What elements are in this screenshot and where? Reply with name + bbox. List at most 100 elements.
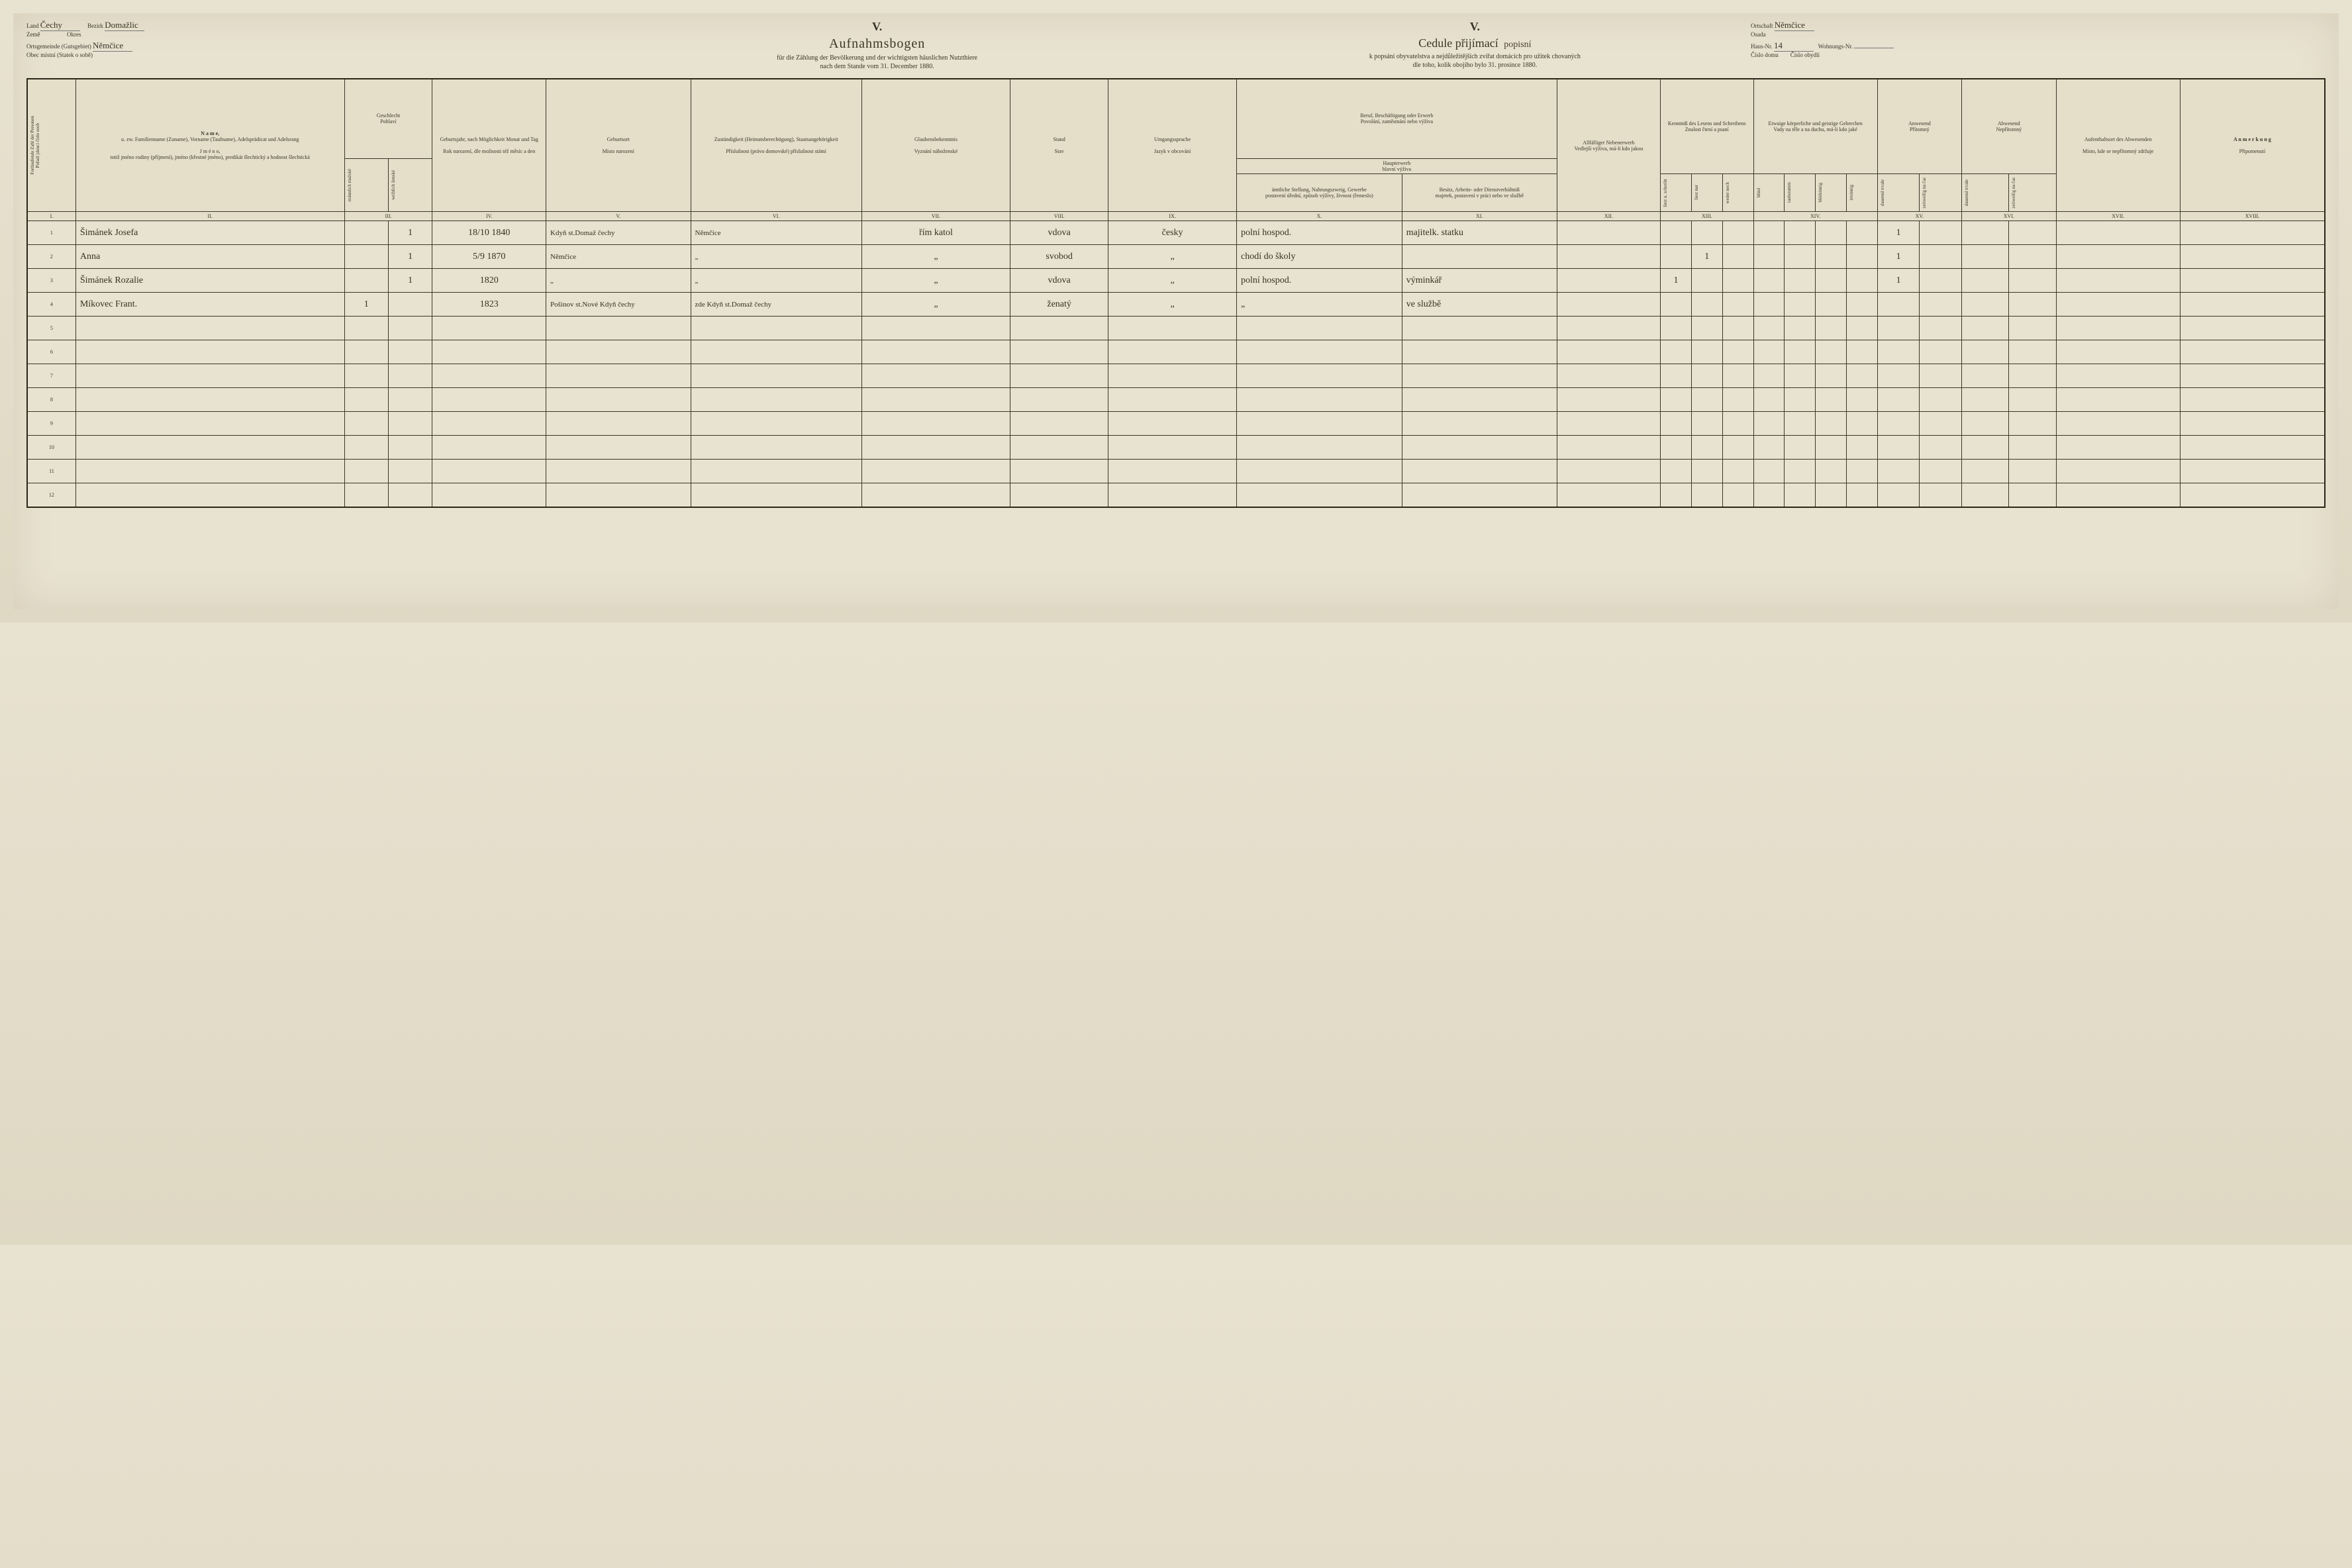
cell-m xyxy=(344,269,388,293)
cell-xii xyxy=(1557,364,1660,388)
date-cz: dle toho, kolik obojího bylo 31. prosinc… xyxy=(1199,62,1751,69)
r14d: irrsinnig xyxy=(1849,183,1854,203)
date-de: nach dem Stande vom 31. December 1880. xyxy=(601,63,1153,70)
cell-f xyxy=(388,436,432,460)
r16a: dauernd trvale xyxy=(1964,177,1969,208)
cell-f: 1 xyxy=(388,245,432,269)
cell-xviii xyxy=(2180,293,2325,317)
r13a: liest u. schreibt xyxy=(1663,177,1668,209)
cell-name xyxy=(75,460,344,483)
cell-l2 xyxy=(1785,412,1816,436)
subtitle-de: für die Zählung der Bevölkerung und der … xyxy=(601,54,1153,62)
cell-l2 xyxy=(1785,483,1816,507)
cell-birth xyxy=(432,364,546,388)
cell-l2 xyxy=(1785,388,1816,412)
table-body: 1 Šimánek Josefa 1 18/10 1840 Kdyň st.Do… xyxy=(27,221,2325,507)
cell-xii xyxy=(1557,436,1660,460)
roman-row: I. II. III. IV. V. VI. VII. VIII. IX. X.… xyxy=(27,212,2325,221)
cell-p2 xyxy=(1920,412,1962,436)
cell-r3 xyxy=(1722,460,1753,483)
cell-x xyxy=(1237,412,1402,436)
cell-birth xyxy=(432,388,546,412)
cell-r1 xyxy=(1661,340,1692,364)
cell-birth: 5/9 1870 xyxy=(432,245,546,269)
cell-lang xyxy=(1108,412,1237,436)
col13-header: Kenntniß des Lesens und SchreibensZnalos… xyxy=(1661,79,1753,173)
rI: I. xyxy=(27,212,75,221)
cell-place xyxy=(546,388,691,412)
cell-rel xyxy=(861,483,1010,507)
cell-stand xyxy=(1010,412,1108,436)
cell-xi: majitelk. statku xyxy=(1402,221,1557,245)
cell-r3 xyxy=(1722,293,1753,317)
cell-x xyxy=(1237,483,1402,507)
cell-name: Míkovec Frant. xyxy=(75,293,344,317)
cell-stand xyxy=(1010,364,1108,388)
wohn-cz: Číslo obydlí xyxy=(1790,52,1820,58)
cell-p1 xyxy=(1877,293,1920,317)
cell-p2 xyxy=(1920,388,1962,412)
cell-lang: „ xyxy=(1108,293,1237,317)
cell-xviii xyxy=(2180,436,2325,460)
cell-abs2 xyxy=(2009,221,2056,245)
table-row: 7 xyxy=(27,364,2325,388)
cell-m xyxy=(344,317,388,340)
cell-l2 xyxy=(1785,245,1816,269)
cell-stand: vdova xyxy=(1010,221,1108,245)
cell-name xyxy=(75,412,344,436)
cell-x xyxy=(1237,388,1402,412)
cell-lang xyxy=(1108,460,1237,483)
cell-abs1 xyxy=(1962,245,2009,269)
cell-p2 xyxy=(1920,364,1962,388)
census-table: Fortlaufende Zahl der PersonenPořadí jdo… xyxy=(26,78,2326,508)
cell-l1 xyxy=(1753,221,1785,245)
cell-r1 xyxy=(1661,221,1692,245)
cell-zust: „ xyxy=(691,245,861,269)
cell-xi xyxy=(1402,340,1557,364)
cell-p2 xyxy=(1920,460,1962,483)
cell-f xyxy=(388,412,432,436)
cell-xviii xyxy=(2180,483,2325,507)
cell-r2 xyxy=(1691,483,1722,507)
ort-value: Němčice xyxy=(93,40,132,52)
cell-l1 xyxy=(1753,269,1785,293)
table-row: 2 Anna 1 5/9 1870 Němčice „ „ svobod „ c… xyxy=(27,245,2325,269)
cell-xviii xyxy=(2180,340,2325,364)
rX: X. xyxy=(1237,212,1402,221)
cell-p2 xyxy=(1920,221,1962,245)
ortschaft-val: Němčice xyxy=(1775,20,1814,31)
cell-abs1 xyxy=(1962,436,2009,460)
rVI: VI. xyxy=(691,212,861,221)
col6-header: Zuständigkeit (Heimatsberechtigung), Sta… xyxy=(691,79,861,212)
cell-p2 xyxy=(1920,293,1962,317)
cell-rel xyxy=(861,340,1010,364)
cell-zust xyxy=(691,388,861,412)
rIX: IX. xyxy=(1108,212,1237,221)
cell-rel xyxy=(861,364,1010,388)
cell-zust xyxy=(691,340,861,364)
r14a: blind xyxy=(1756,186,1761,199)
cell-xi xyxy=(1402,412,1557,436)
cell-abs2 xyxy=(2009,364,2056,388)
german-header: V. Aufnahmsbogen für die Zählung der Bev… xyxy=(601,20,1153,72)
census-sheet: Land Čechy Bezirk Domažlic Země Okres Or… xyxy=(13,13,2339,609)
cell-rel: „ xyxy=(861,245,1010,269)
cell-birth xyxy=(432,317,546,340)
r14b: taubstumm xyxy=(1787,180,1792,205)
cell-stand: vdova xyxy=(1010,269,1108,293)
cell-abs1 xyxy=(1962,269,2009,293)
cell-p2 xyxy=(1920,436,1962,460)
cell-l1 xyxy=(1753,388,1785,412)
row-num: 12 xyxy=(27,483,75,507)
cell-xii xyxy=(1557,460,1660,483)
cell-lang xyxy=(1108,364,1237,388)
cell-xvii xyxy=(2056,317,2180,340)
cell-r2 xyxy=(1691,293,1722,317)
cell-xviii xyxy=(2180,245,2325,269)
roman-right: V. xyxy=(1199,20,1751,34)
bezirk-label-de: Bezirk xyxy=(87,23,103,29)
cell-abs2 xyxy=(2009,293,2056,317)
row-num: 1 xyxy=(27,221,75,245)
cell-xviii xyxy=(2180,364,2325,388)
cell-name: Anna xyxy=(75,245,344,269)
